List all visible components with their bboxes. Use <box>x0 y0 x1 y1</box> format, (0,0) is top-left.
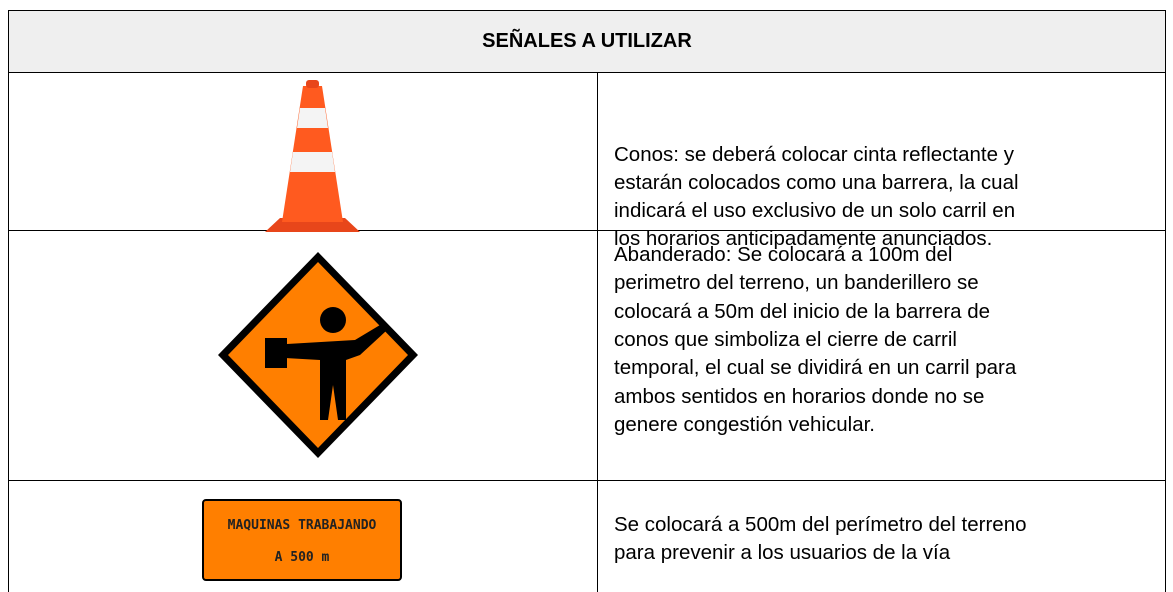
description-line: Conos: se deberá colocar cinta reflectan… <box>614 143 1014 166</box>
description-line: los horarios anticipadamente anunciados. <box>614 227 993 250</box>
sign-text: MAQUINAS TRABAJANDO <box>228 518 377 533</box>
description-line: Se colocará a 500m del perímetro del ter… <box>614 513 1027 536</box>
description-line: Abanderado: Se colocará a 100m del <box>614 243 953 266</box>
text-cell <box>597 480 1166 592</box>
description-line: conos que simboliza el cierre de carril <box>614 327 957 351</box>
description-line: colocará a 50m del inicio de la barrera … <box>614 299 991 323</box>
description-line: indicará el uso exclusivo de un solo car… <box>614 199 1016 222</box>
description-line: ambos sentidos en horarios donde no se <box>614 384 985 408</box>
description-line: genere congestión vehicular. <box>614 412 875 436</box>
description-line: perimetro del terreno, un banderillero s… <box>614 271 979 295</box>
header-cell <box>8 10 1166 73</box>
description-line: estarán colocados como una barrera, la c… <box>614 171 1019 194</box>
sign-icon: MAQUINAS TRABAJANDO A 500 m <box>202 499 402 581</box>
description-line: temporal, el cual se dividirá en un carr… <box>614 356 1017 380</box>
sign-text: A 500 m <box>275 550 330 565</box>
cone-icon <box>265 80 360 232</box>
header-title: SEÑALES A UTILIZAR <box>482 30 692 52</box>
flagger-icon <box>218 252 418 458</box>
description-line: para prevenir a los usuarios de la vía <box>614 541 951 564</box>
